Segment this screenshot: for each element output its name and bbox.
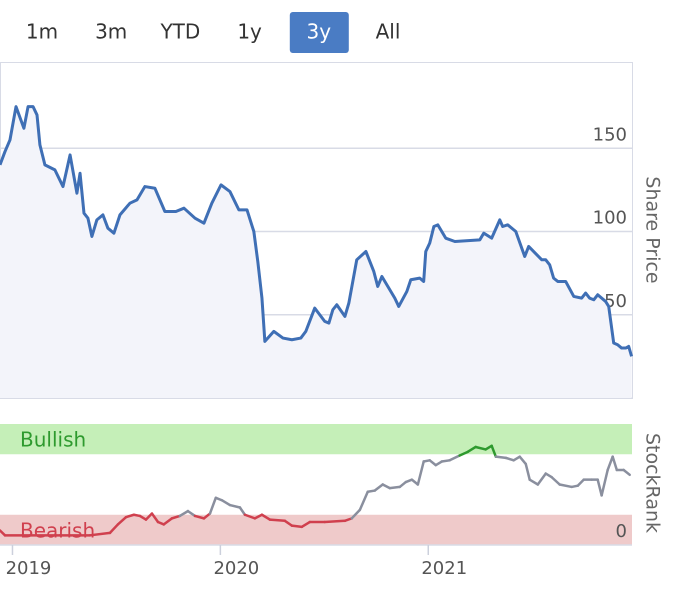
rank-line-segment: [373, 483, 384, 492]
rank-line-segment: [524, 462, 531, 481]
x-tick-label: 2021: [421, 558, 467, 579]
rank-line-segment: [416, 460, 425, 486]
rank-line-segment: [381, 483, 392, 490]
rank-line-segment: [600, 468, 609, 497]
rank-line-segment: [228, 503, 242, 509]
rank-line-segment: [474, 445, 487, 451]
rank-line-segment: [622, 468, 631, 477]
rank-line-segment: [448, 454, 461, 462]
rank-line-segment: [536, 472, 547, 486]
range-button[interactable]: All: [376, 20, 401, 44]
rank-line-segment: [150, 512, 160, 524]
rank-line-segment: [144, 512, 154, 521]
band-label: Bullish: [20, 428, 86, 452]
y-axis-label: Share Price: [642, 176, 664, 283]
rank-line-segment: [606, 455, 614, 472]
rank-line-segment: [558, 483, 573, 489]
rank-line-segment: [193, 514, 206, 520]
price-line: [0, 105, 634, 357]
rank-line-segment: [186, 509, 197, 518]
range-button[interactable]: 3m: [95, 20, 127, 44]
rank-line-segment: [428, 459, 437, 467]
rank-line-segment: [238, 506, 247, 516]
rank-line-segment: [260, 513, 272, 521]
y-tick-label: 100: [593, 208, 627, 229]
rank-line-segment: [440, 459, 451, 463]
rank-line-segment: [528, 478, 540, 486]
range-toolbar: 1m 3m YTD 1y 3y All: [26, 12, 401, 53]
range-button-bg[interactable]: [289, 12, 349, 53]
rank-line-segment: [253, 513, 264, 520]
rank-line-segment: [458, 450, 470, 457]
rank-line-segment: [611, 455, 619, 472]
rank-line-segment: [108, 523, 120, 535]
rank-line-segment: [220, 498, 232, 507]
rank-line-segment: [88, 531, 112, 537]
range-button[interactable]: YTD: [159, 20, 200, 44]
rank-line-segment: [466, 445, 477, 454]
rank-line-segment: [243, 513, 257, 520]
rank-line-segment: [358, 490, 370, 512]
rank-line-segment: [268, 518, 287, 523]
rank-line-segment: [178, 509, 190, 518]
rank-line-segment: [398, 480, 408, 489]
rank-line-segment: [116, 515, 128, 526]
rank-line-segment: [124, 513, 136, 519]
rank-line-segment: [494, 455, 508, 460]
range-button[interactable]: 1m: [26, 20, 58, 44]
rank-line-segment: [388, 485, 402, 490]
price-area: [0, 106, 632, 398]
rank-line-segment: [283, 519, 294, 527]
band-label: Bearish: [20, 518, 95, 542]
rank-line-segment: [170, 514, 182, 520]
band: [0, 424, 632, 455]
rank-line-segment: [350, 508, 362, 520]
x-tick-label: 2019: [6, 558, 52, 579]
rank-line-segment: [208, 496, 218, 515]
rank-line-segment: [490, 444, 498, 458]
y-axis-label: StockRank: [642, 433, 664, 533]
y-tick-label: 0: [616, 521, 627, 542]
band: [0, 514, 632, 545]
rank-line-segment: [300, 520, 312, 529]
y-tick-label: 150: [593, 124, 627, 145]
rank-line-segment: [323, 519, 347, 524]
range-button[interactable]: 3y: [307, 20, 332, 44]
rank-line-segment: [202, 512, 212, 520]
rank-line-segment: [504, 456, 515, 462]
rank-line-segment: [576, 478, 586, 487]
rank-line-segment: [518, 455, 528, 466]
range-button[interactable]: 1y: [237, 20, 262, 44]
rank-line-segment: [550, 475, 561, 486]
rank-line-segment: [162, 517, 174, 526]
rank-line-segment: [290, 524, 304, 529]
x-tick-label: 2020: [213, 558, 259, 579]
